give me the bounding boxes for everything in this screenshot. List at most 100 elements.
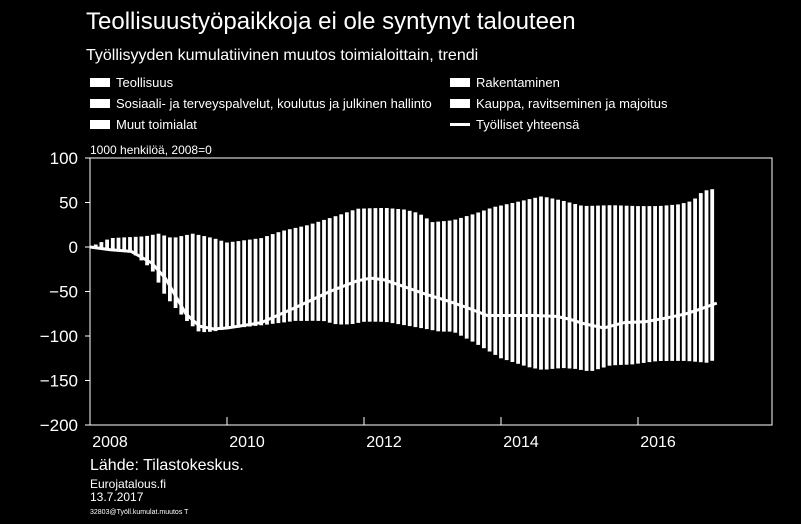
legend-label: Muut toimialat — [116, 117, 197, 132]
legend-item-kauppa: Kauppa, ravitseminen ja majoitus — [450, 96, 668, 111]
stack-bar — [482, 210, 486, 349]
stack-bar — [202, 236, 207, 333]
stack-bar — [527, 199, 532, 368]
stack-bar — [487, 208, 492, 352]
stack-bar — [647, 206, 652, 363]
stack-bar — [219, 240, 224, 330]
stack-bar — [607, 205, 612, 366]
stack-bar — [322, 219, 326, 322]
stack-bar — [510, 203, 515, 362]
stack-bar — [584, 205, 589, 371]
stack-bar — [122, 237, 127, 251]
legend-item-sote: Sosiaali- ja terveyspalvelut, koulutus j… — [90, 96, 432, 111]
stack-bar — [333, 216, 338, 325]
stack-bar — [133, 236, 138, 256]
stack-bar — [630, 205, 635, 365]
stack-bar — [185, 234, 189, 321]
stack-bar — [299, 226, 304, 321]
legend-swatch — [90, 78, 110, 87]
stack-bar — [658, 205, 663, 361]
y-unit-label: 1000 henkilöä, 2008=0 — [90, 143, 212, 157]
stack-bar — [373, 208, 378, 322]
stack-bar — [698, 193, 703, 363]
stack-bar — [504, 204, 509, 361]
legend-line-swatch — [450, 123, 470, 126]
stack-bar — [145, 235, 149, 266]
legend-label: Sosiaali- ja terveyspalvelut, koulutus j… — [116, 96, 432, 111]
stack-bar — [601, 205, 606, 368]
stack-bar — [613, 205, 618, 366]
stack-bar — [390, 208, 395, 324]
y-tick-label: −200 — [40, 416, 78, 435]
stack-bar — [561, 201, 566, 369]
stack-bar — [590, 205, 595, 371]
stack-bar — [544, 197, 549, 370]
stack-bar — [681, 203, 686, 361]
legend-label: Työlliset yhteensä — [476, 117, 580, 132]
stack-bar — [287, 229, 292, 322]
date-text: 13.7.2017 — [90, 490, 144, 504]
stack-bar — [619, 205, 623, 365]
stack-bar — [327, 218, 332, 323]
x-tick-label: 2012 — [366, 434, 402, 451]
legend-label: Teollisuus — [116, 75, 174, 90]
stack-bar — [213, 238, 218, 332]
chart-code-text: 32803@Työll.kumulat.muutos T — [90, 509, 189, 516]
stack-bar — [367, 208, 372, 322]
stack-bar — [379, 208, 383, 322]
y-axis: 100 50 0 −50 −100 −150 −200 — [40, 149, 90, 435]
legend-swatch — [90, 120, 110, 129]
x-tick-label: 2014 — [503, 434, 539, 451]
legend-label: Rakentaminen — [476, 75, 560, 90]
stack-bar — [710, 189, 715, 361]
stack-bar — [384, 208, 389, 323]
stack-bar — [470, 214, 475, 342]
stack-bar — [99, 242, 104, 248]
stack-bar — [139, 236, 144, 261]
stack-bar — [316, 221, 321, 321]
stack-bar — [704, 190, 709, 363]
stack-bar — [664, 205, 669, 361]
stack-bar — [436, 221, 441, 332]
stack-bar — [407, 210, 412, 327]
stack-bar — [596, 205, 600, 370]
stack-bar — [247, 239, 252, 327]
stack-bar — [190, 233, 195, 327]
site-text: Eurojatalous.fi — [90, 477, 167, 491]
legend-item-muut: Muut toimialat — [90, 117, 197, 132]
stack-bar — [105, 239, 109, 249]
stack-bar — [150, 234, 155, 272]
stack-bar — [442, 221, 446, 332]
x-axis: 2008 2010 2012 2014 2016 — [89, 417, 676, 451]
y-tick-label: 50 — [59, 194, 78, 213]
stack-bar — [310, 223, 315, 321]
stack-bar — [693, 198, 697, 362]
stack-bar — [687, 201, 692, 362]
stack-bar — [345, 212, 349, 325]
stack-bar — [362, 208, 366, 322]
stack-bar — [110, 238, 115, 250]
stack-bar — [676, 204, 680, 361]
legend-item-tyolliset: Työlliset yhteensä — [450, 117, 579, 132]
stack-bar — [579, 205, 583, 370]
bar-group — [88, 189, 715, 371]
stack-bar — [459, 217, 463, 336]
y-tick-label: 0 — [69, 238, 78, 257]
y-tick-label: 100 — [50, 149, 78, 168]
stack-bar — [556, 199, 560, 369]
chart-subtitle: Työllisyyden kumulatiivinen muutos toimi… — [86, 47, 479, 64]
stack-bar — [464, 216, 469, 339]
source-text: Lähde: Tilastokeskus. — [90, 457, 244, 474]
x-tick-label: 2016 — [640, 434, 676, 451]
stack-bar — [419, 214, 423, 329]
stack-bar — [567, 202, 572, 369]
stack-bar — [641, 206, 646, 363]
x-tick-label: 2008 — [92, 434, 128, 451]
stack-bar — [573, 204, 578, 369]
stack-bar — [670, 204, 675, 361]
stack-bar — [173, 237, 178, 308]
stack-bar — [499, 205, 503, 359]
stack-bar — [270, 234, 275, 324]
stack-bar — [305, 225, 309, 321]
